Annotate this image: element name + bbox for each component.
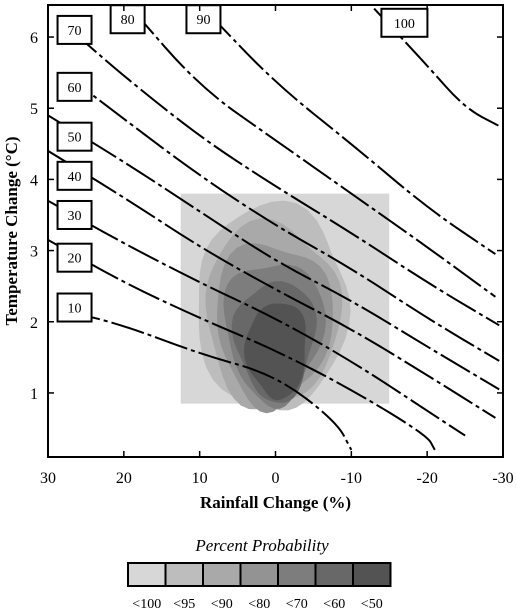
probability-contour-7 (243, 303, 306, 401)
isoline-label-10: 10 (56, 292, 93, 323)
x-tick-label: 20 (116, 470, 132, 487)
x-tick-label: -20 (417, 470, 438, 487)
isoline-label-50: 50 (56, 121, 93, 152)
isoline-label-text: 20 (68, 252, 82, 267)
isoline-label-20: 20 (56, 242, 93, 273)
isoline-label-text: 90 (196, 13, 210, 28)
legend-label: <80 (248, 597, 270, 612)
isoline-label-box (56, 242, 93, 273)
legend-label: <50 (361, 597, 383, 612)
legend-swatch (164, 562, 204, 587)
isoline-10 (66, 310, 353, 451)
y-tick-label: 4 (30, 172, 38, 189)
isoline-label-100: 100 (380, 7, 429, 38)
legend-label: <70 (286, 597, 308, 612)
x-axis-ticks: 30 20 10 0 -10 -20 -30 (40, 5, 514, 487)
isoline-label-text: 30 (68, 209, 82, 224)
legend-label: <90 (211, 597, 233, 612)
isoline-label-text: 40 (68, 170, 82, 185)
x-tick-label: -10 (341, 470, 362, 487)
isoline-label-boxes: 10 20 30 40 50 60 70 80 90 100 (56, 4, 429, 323)
isoline-60 (62, 71, 500, 362)
isoline-label-text: 70 (68, 24, 82, 39)
x-tick-label: -30 (492, 470, 513, 487)
isoline-label-60: 60 (56, 71, 93, 102)
legend-label: <100 (132, 597, 161, 612)
isoline-label-box (56, 71, 93, 102)
y-tick-label: 1 (30, 386, 38, 403)
isoline-label-70: 70 (56, 14, 93, 45)
legend-title: Percent Probability (194, 536, 329, 555)
x-tick-label: 10 (192, 470, 208, 487)
isoline-label-box (56, 160, 93, 191)
isoline-label-text: 10 (68, 302, 82, 317)
isoline-label-text: 80 (121, 13, 135, 28)
x-tick-label: 0 (272, 470, 280, 487)
legend-label: <95 (173, 597, 195, 612)
isoline-label-box (56, 14, 93, 45)
isoline-label-text: 50 (68, 131, 82, 146)
isoline-80 (130, 7, 496, 298)
isoline-label-text: 60 (68, 81, 82, 96)
probability-contours (198, 200, 351, 414)
isoline-label-text: 100 (394, 17, 415, 32)
isoline-label-box (380, 7, 429, 38)
isoline-70 (70, 29, 500, 327)
isoline-label-80: 80 (109, 4, 146, 35)
isoline-label-30: 30 (56, 199, 93, 230)
y-axis-ticks: 1 2 3 4 5 6 (30, 30, 503, 403)
y-tick-label: 5 (30, 101, 38, 118)
isoline-label-box (109, 4, 146, 35)
legend: <100 <95 <90 <80 <70 <60 <50 (127, 562, 392, 612)
legend-swatch (127, 562, 167, 587)
legend-swatch (277, 562, 317, 587)
isoline-label-box (56, 292, 93, 323)
isoline-label-90: 90 (185, 4, 222, 35)
x-axis-label: Rainfall Change (%) (200, 493, 351, 512)
isoline-label-box (56, 199, 93, 230)
y-tick-label: 3 (30, 244, 38, 261)
y-axis-label: Temperature Change (°C) (2, 136, 21, 325)
isoline-label-box (56, 121, 93, 152)
legend-swatch (314, 562, 354, 587)
isoline-90 (206, 11, 496, 255)
legend-swatch (352, 562, 392, 587)
legend-label: <60 (323, 597, 345, 612)
legend-swatch (239, 562, 279, 587)
y-tick-label: 6 (30, 30, 38, 47)
y-tick-label: 2 (30, 315, 38, 332)
legend-swatch (202, 562, 242, 587)
isoline-label-40: 40 (56, 160, 93, 191)
x-tick-label: 30 (40, 470, 56, 487)
